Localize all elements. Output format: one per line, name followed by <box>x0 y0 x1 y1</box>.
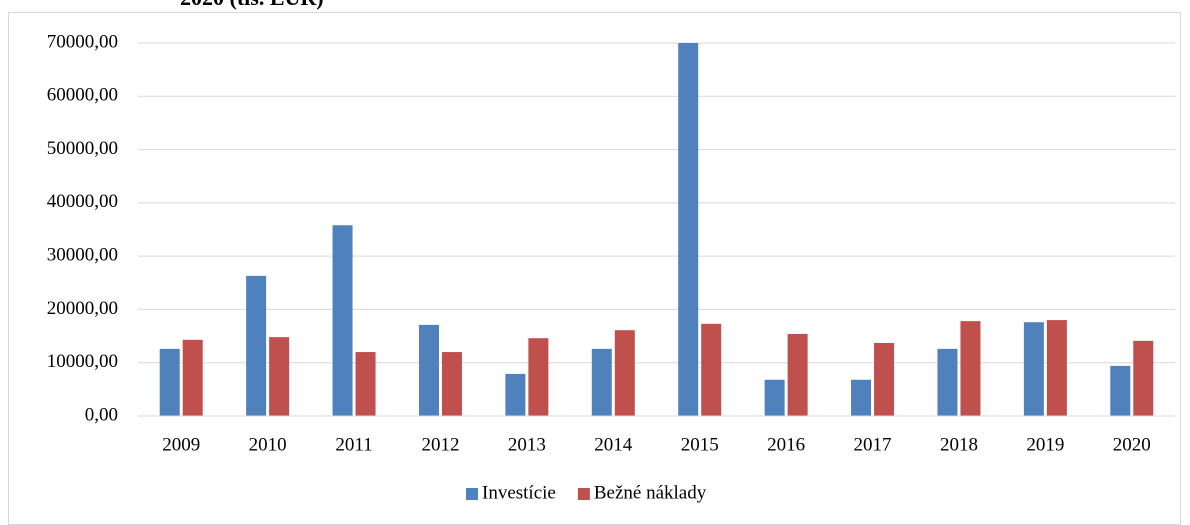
x-tick-label: 2015 <box>681 434 719 455</box>
x-tick-label: 2017 <box>854 434 892 455</box>
y-tick-label: 30000,00 <box>47 245 118 266</box>
chart-title: 2020 (tis. EUR) <box>180 0 324 10</box>
x-tick-label: 2016 <box>767 434 805 455</box>
bar <box>874 342 895 416</box>
bar <box>701 323 722 416</box>
x-tick-label: 2011 <box>335 434 372 455</box>
legend-swatch <box>577 488 590 500</box>
legend-swatch <box>466 488 478 500</box>
bar <box>505 373 526 416</box>
legend-label: Investície <box>482 482 556 503</box>
x-tick-label: 2014 <box>594 434 633 455</box>
y-tick-label: 60000,00 <box>47 85 118 106</box>
bar <box>764 379 785 416</box>
legend-label: Bežné náklady <box>594 482 707 503</box>
y-tick-label: 70000,00 <box>47 31 118 52</box>
bar <box>269 337 290 416</box>
y-tick-label: 20000,00 <box>47 298 118 319</box>
bar <box>159 348 180 416</box>
bar <box>614 330 635 416</box>
bar <box>678 43 699 416</box>
bar <box>246 275 267 416</box>
x-tick-label: 2018 <box>940 434 978 455</box>
bar <box>528 338 549 416</box>
bar <box>441 352 462 416</box>
x-tick-label: 2010 <box>249 434 287 455</box>
y-tick-label: 10000,00 <box>47 351 118 372</box>
bar <box>937 348 958 416</box>
bar <box>1110 365 1131 416</box>
x-tick-label: 2019 <box>1026 434 1064 455</box>
x-tick-label: 2013 <box>508 434 546 455</box>
x-tick-label: 2012 <box>421 434 459 455</box>
bar <box>851 379 872 416</box>
y-tick-label: 50000,00 <box>47 138 118 159</box>
bar <box>1046 320 1067 416</box>
bar <box>1023 322 1044 416</box>
x-tick-label: 2020 <box>1113 434 1151 455</box>
bar <box>787 333 808 416</box>
y-tick-label: 40000,00 <box>47 191 118 212</box>
bar <box>355 352 376 416</box>
bar <box>332 225 353 416</box>
y-tick-label: 0,00 <box>85 404 118 425</box>
bar <box>418 324 439 416</box>
x-tick-label: 2009 <box>162 434 200 455</box>
bar <box>1133 340 1154 416</box>
bar <box>591 348 612 416</box>
bar <box>960 321 981 416</box>
bar <box>182 339 203 416</box>
